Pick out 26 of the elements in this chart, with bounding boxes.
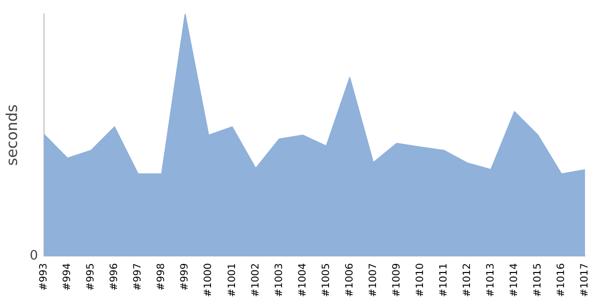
x-tick-label: #997 <box>132 263 144 291</box>
x-tick-label: #1015 <box>532 263 544 297</box>
x-tick-label: #1007 <box>368 263 379 297</box>
x-tick-label: #1011 <box>438 263 450 297</box>
x-tick-label: #1016 <box>556 263 568 297</box>
x-tick-label: #1010 <box>414 263 426 297</box>
x-tick-label: #993 <box>38 263 50 291</box>
x-tick-label: #1000 <box>203 263 214 297</box>
x-tick-label: #1005 <box>320 263 332 297</box>
y-axis-title: seconds <box>2 104 21 166</box>
x-tick-label: #1004 <box>297 263 308 297</box>
x-tick-label: #1014 <box>509 263 520 297</box>
x-tick-label: #1003 <box>274 263 285 297</box>
x-tick-label: #999 <box>180 263 191 291</box>
x-tick-label: #1017 <box>580 263 591 297</box>
x-tick-label: #1012 <box>462 263 473 297</box>
x-tick-label: #1009 <box>391 263 402 297</box>
x-tick-label: #1006 <box>344 263 356 297</box>
x-tick-label: #1013 <box>486 263 497 297</box>
x-tick-label: #995 <box>86 263 97 291</box>
x-tick-label: #994 <box>62 263 74 291</box>
x-tick-label: #998 <box>156 263 168 291</box>
text: 0 <box>30 248 38 264</box>
x-tick-label: #1001 <box>226 263 238 297</box>
x-tick-label: #1002 <box>250 263 262 297</box>
x-tick-label: #996 <box>109 263 120 291</box>
